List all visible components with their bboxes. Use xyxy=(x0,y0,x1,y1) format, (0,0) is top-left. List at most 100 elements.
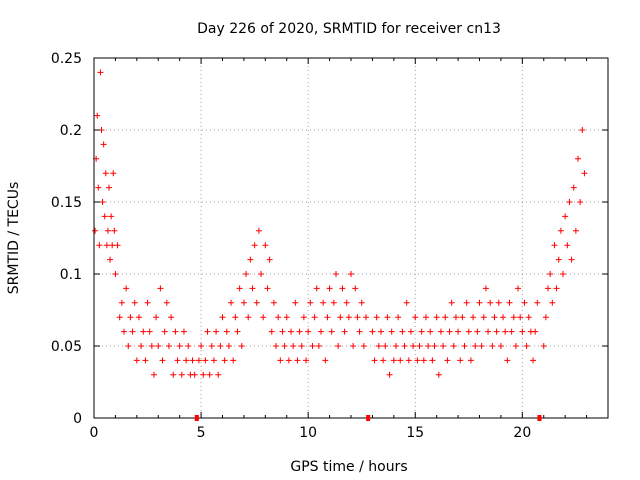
data-point xyxy=(324,314,331,321)
data-point xyxy=(425,343,432,349)
y-axis-label: SRMTID / TECUs xyxy=(6,182,22,295)
data-point xyxy=(577,199,584,205)
data-point xyxy=(204,328,211,335)
data-point xyxy=(296,328,303,335)
data-point xyxy=(131,299,138,306)
data-point xyxy=(195,357,202,364)
data-point xyxy=(253,299,260,306)
data-point xyxy=(399,328,406,335)
data-point xyxy=(465,328,472,335)
data-point xyxy=(311,314,318,321)
data-point xyxy=(112,271,119,277)
data-point xyxy=(532,328,539,335)
data-point xyxy=(217,343,224,349)
data-point xyxy=(476,299,483,306)
data-point xyxy=(433,314,440,321)
data-point xyxy=(279,328,286,335)
data-point xyxy=(345,314,352,321)
data-points xyxy=(92,69,588,378)
data-point xyxy=(412,314,419,321)
data-point xyxy=(146,328,153,335)
data-point xyxy=(255,227,262,234)
data-point xyxy=(107,256,114,263)
data-point xyxy=(542,314,549,321)
data-point xyxy=(202,357,209,364)
data-point xyxy=(127,314,134,321)
data-point xyxy=(108,213,115,220)
data-point xyxy=(485,328,492,335)
data-point xyxy=(450,343,457,349)
data-point xyxy=(482,285,489,292)
data-point xyxy=(487,299,494,306)
data-point xyxy=(228,299,235,306)
data-point xyxy=(273,343,280,349)
data-point xyxy=(281,343,288,349)
data-point xyxy=(185,343,192,349)
gap-marks xyxy=(194,415,542,421)
data-point xyxy=(461,343,468,349)
data-point xyxy=(523,343,530,349)
data-point xyxy=(283,314,290,321)
data-point xyxy=(191,371,198,378)
data-point xyxy=(354,314,361,321)
data-point xyxy=(382,343,389,349)
data-point xyxy=(100,141,107,148)
data-point xyxy=(352,285,359,292)
data-point xyxy=(427,328,434,335)
data-point xyxy=(500,314,507,321)
data-point xyxy=(369,328,376,335)
data-point xyxy=(189,357,196,364)
data-point xyxy=(360,343,367,349)
data-point xyxy=(215,371,222,378)
data-point xyxy=(102,170,109,177)
data-point xyxy=(386,371,393,378)
data-point xyxy=(380,357,387,364)
data-point xyxy=(540,343,547,349)
data-point xyxy=(294,357,301,364)
data-point xyxy=(388,328,395,335)
data-point xyxy=(575,155,582,162)
data-point xyxy=(277,357,284,364)
data-point xyxy=(373,314,380,321)
data-point xyxy=(510,314,517,321)
data-point xyxy=(519,328,526,335)
data-point xyxy=(200,371,207,378)
data-point xyxy=(275,314,282,321)
axis-ticks: 0 5 10 15 20 0 0.05 0.1 0.15 0.2 0.25 xyxy=(51,51,608,441)
data-point xyxy=(448,299,455,306)
data-point xyxy=(140,328,147,335)
data-point xyxy=(467,357,474,364)
data-point xyxy=(125,343,132,349)
data-point xyxy=(213,328,220,335)
data-point xyxy=(315,343,322,349)
data-point xyxy=(452,314,459,321)
data-point xyxy=(142,357,149,364)
y-tick-label: 0.05 xyxy=(51,339,82,355)
data-point xyxy=(553,285,560,292)
data-point xyxy=(183,357,190,364)
data-point xyxy=(478,343,485,349)
data-point xyxy=(489,343,496,349)
data-point xyxy=(455,328,462,335)
data-point xyxy=(159,357,166,364)
data-point xyxy=(292,299,299,306)
data-point xyxy=(111,227,118,234)
data-point xyxy=(198,343,205,349)
data-point xyxy=(243,271,250,277)
chart-title: Day 226 of 2020, SRMTID for receiver cn1… xyxy=(197,21,501,37)
data-point xyxy=(94,112,101,119)
data-point xyxy=(442,314,449,321)
data-point xyxy=(566,199,573,205)
data-point xyxy=(470,314,477,321)
data-point xyxy=(221,357,228,364)
data-point xyxy=(457,357,464,364)
data-point xyxy=(339,285,346,292)
data-point xyxy=(534,299,541,306)
data-point xyxy=(397,357,404,364)
data-point xyxy=(155,343,162,349)
y-tick-label: 0.2 xyxy=(60,123,82,139)
data-point xyxy=(120,328,127,335)
y-tick-label: 0.1 xyxy=(60,267,82,283)
data-point xyxy=(330,299,337,306)
data-point xyxy=(440,343,447,349)
